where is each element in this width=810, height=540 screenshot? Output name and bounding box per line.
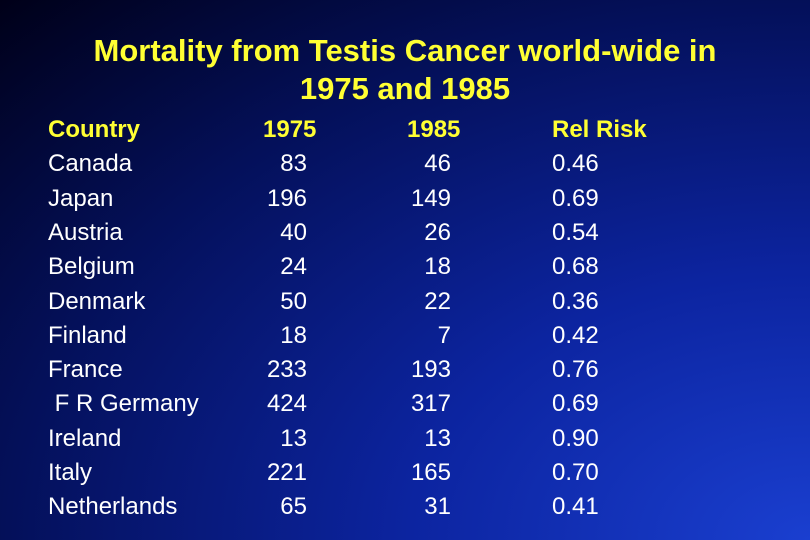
country-cell: Canada — [48, 150, 133, 178]
value-cell: 149 — [410, 184, 451, 212]
value-cell: 65 — [280, 493, 307, 521]
value-cell: 0.46 — [552, 150, 599, 178]
value-cell: 0.54 — [552, 218, 599, 246]
country-cell: Ireland — [48, 424, 122, 452]
value-cell: 26 — [424, 218, 451, 246]
value-cell: 424 — [266, 390, 307, 418]
value-cell: 193 — [410, 356, 451, 384]
value-cell: 196 — [266, 184, 307, 212]
value-cell: 40 — [280, 218, 307, 246]
value-cell: 165 — [410, 459, 451, 486]
value-cell: 221 — [266, 459, 307, 486]
value-cell: 0.68 — [552, 253, 599, 281]
value-cell: 0.41 — [552, 493, 599, 521]
value-cell: 0.69 — [552, 390, 599, 418]
column-header: 1985 — [407, 116, 461, 143]
value-cell: 233 — [266, 356, 307, 384]
country-cell: France — [48, 356, 123, 384]
value-cell: 0.70 — [552, 459, 599, 486]
value-cell: 0.90 — [552, 424, 599, 452]
title-line: 1975 and 1985 — [299, 71, 511, 106]
value-cell: 18 — [424, 253, 451, 281]
value-cell: 46 — [424, 150, 451, 178]
value-cell: 22 — [424, 287, 451, 315]
title-line: Mortality from Testis Cancer world-wide … — [93, 33, 717, 68]
value-cell: 13 — [280, 424, 307, 452]
country-cell: Japan — [48, 184, 114, 212]
value-cell: 83 — [280, 150, 307, 178]
country-cell: Belgium — [48, 253, 135, 281]
column-header: Country — [48, 116, 140, 143]
country-cell: Finland — [48, 321, 127, 349]
country-cell: F R Germany — [48, 390, 199, 418]
value-cell: 50 — [280, 287, 307, 315]
country-cell: Italy — [48, 459, 93, 486]
country-cell: Austria — [48, 218, 123, 246]
value-cell: 13 — [424, 424, 451, 452]
value-cell: 0.76 — [552, 356, 599, 384]
column-header: Rel Risk — [552, 116, 647, 143]
column-header: 1975 — [263, 116, 317, 143]
value-cell: 0.69 — [552, 184, 599, 212]
country-cell: Netherlands — [48, 493, 178, 521]
value-cell: 317 — [410, 390, 451, 418]
value-cell: 0.42 — [552, 321, 599, 349]
value-cell: 18 — [280, 321, 307, 349]
country-cell: Denmark — [48, 287, 146, 315]
value-cell: 31 — [424, 493, 451, 521]
value-cell: 7 — [437, 321, 451, 349]
value-cell: 0.36 — [552, 287, 599, 315]
value-cell: 24 — [280, 253, 307, 281]
